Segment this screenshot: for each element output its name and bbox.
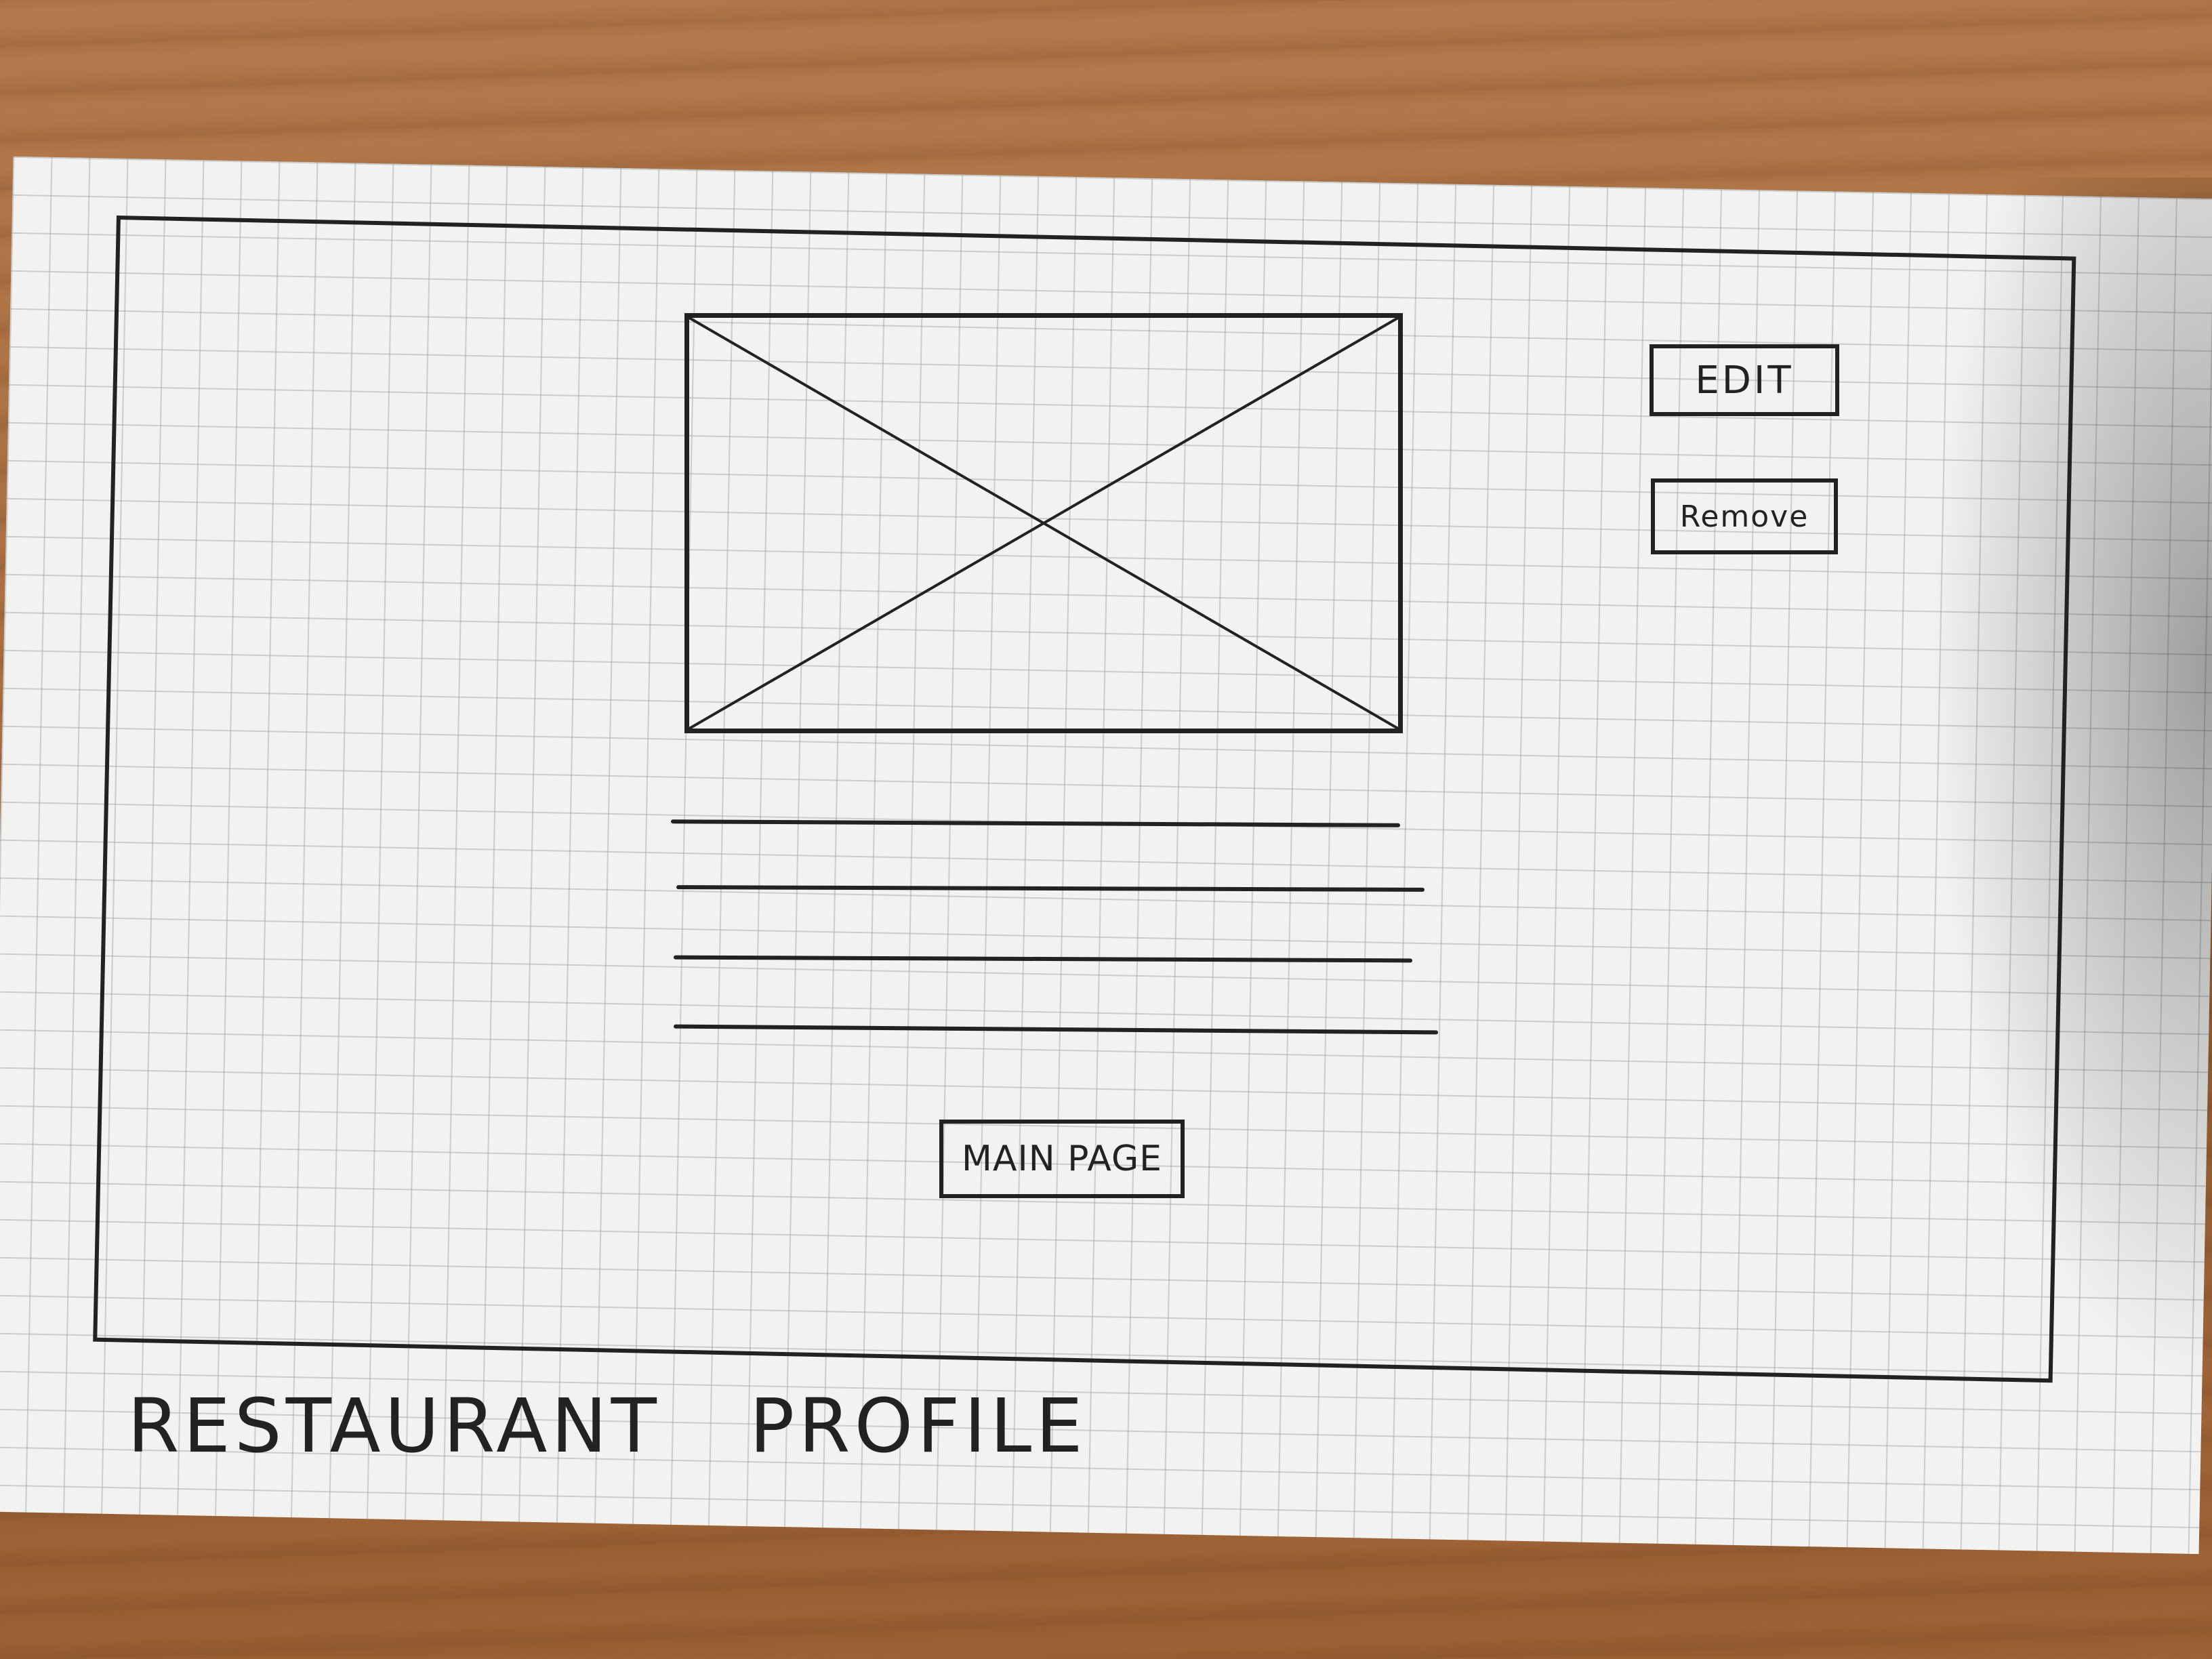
placeholder-cross-icon xyxy=(689,318,1398,729)
image-placeholder-icon xyxy=(684,313,1403,733)
edit-button[interactable]: EDIT xyxy=(1650,344,1839,416)
main-page-button[interactable]: MAIN PAGE xyxy=(939,1120,1185,1198)
remove-button[interactable]: Remove xyxy=(1651,478,1838,554)
page-title: RESTAURANT PROFILE xyxy=(127,1382,1087,1469)
